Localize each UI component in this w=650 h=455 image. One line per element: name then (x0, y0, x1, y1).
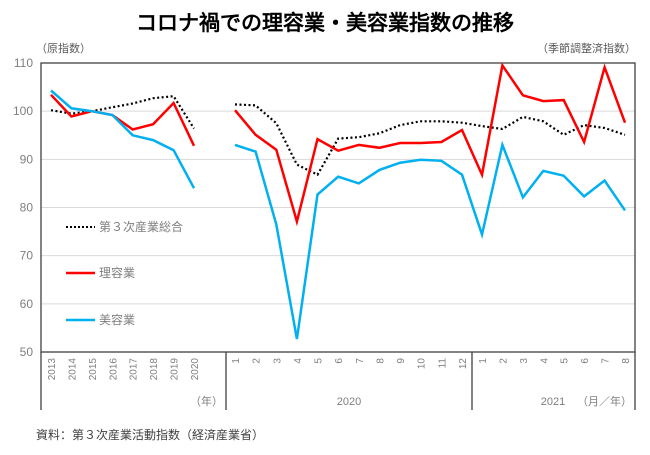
x-tick-label: 7 (355, 358, 366, 364)
x-tick-label: 9 (396, 358, 407, 364)
x-tick-label: 4 (293, 358, 304, 364)
series-lines (50, 62, 627, 340)
plot-frame (40, 62, 636, 410)
series-line (50, 93, 196, 147)
x-tick-label: 5 (560, 358, 571, 364)
x-tick-label: 2017 (129, 358, 140, 381)
x-tick-label: 2013 (47, 358, 58, 381)
x-tick-label: 1 (231, 358, 242, 364)
legend-item-tertiary-industry: 第３次産業総合 (66, 219, 183, 234)
x-tick-label: 6 (334, 358, 345, 364)
x-group-label: 2021 (541, 396, 565, 408)
x-tick-label: 2015 (88, 358, 99, 381)
x-unit-label: （月／年） (577, 394, 632, 408)
left-unit-label: （原指数） (36, 41, 91, 55)
x-tick-label: 4 (539, 358, 550, 364)
chart-title: コロナ禍での理容業・美容業指数の推移 (136, 11, 514, 35)
x-tick-label: 3 (272, 358, 283, 364)
x-tick-label: 8 (621, 358, 632, 364)
legend-item-beauty: 美容業 (66, 312, 135, 327)
legend-item-barber: 理容業 (66, 265, 135, 280)
legend-label: 美容業 (99, 312, 135, 327)
y-tick-label: 60 (20, 297, 34, 311)
y-axis: 50 60 70 80 90 100 110 (13, 56, 33, 359)
y-tick-label: 80 (20, 201, 34, 215)
series-2 (50, 89, 627, 340)
plot-border (40, 62, 636, 353)
x-tick-label: 2020 (190, 358, 201, 381)
legend-label: 理容業 (99, 265, 135, 280)
legend-label: 第３次産業総合 (99, 219, 183, 234)
x-tick-label: 2 (252, 358, 263, 364)
x-axis: 2013 2014 2015 2016 2017 2018 2019 2020 1 2 3 4 5 6 7 8… (47, 358, 632, 408)
y-tick-label: 70 (20, 249, 34, 263)
series-line (234, 103, 626, 177)
x-tick-label: 2014 (67, 358, 78, 381)
y-tick-label: 100 (13, 104, 33, 118)
x-tick-label: 2019 (170, 358, 181, 381)
series-line (234, 140, 627, 340)
legend: 第３次産業総合 理容業 美容業 (66, 219, 183, 327)
y-tick-label: 110 (14, 56, 33, 70)
x-tick-label: 3 (519, 358, 530, 364)
x-tick-label: 1 (478, 358, 489, 364)
x-tick-label: 11 (437, 358, 448, 369)
series-line (50, 89, 196, 189)
x-tick-label: 5 (314, 358, 325, 364)
x-tick-label: 2018 (149, 358, 160, 381)
x-tick-label: 10 (417, 358, 428, 370)
y-tick-label: 90 (20, 152, 34, 166)
x-tick-label: 12 (458, 358, 469, 370)
x-tick-label: 8 (375, 358, 386, 364)
x-tick-label: 7 (601, 358, 612, 364)
x-unit-label: （年） (190, 394, 223, 408)
x-group-label: 2020 (337, 396, 361, 408)
gridlines (41, 110, 635, 305)
series-line (234, 62, 627, 227)
x-tick-label: 6 (580, 358, 591, 364)
series-1 (50, 62, 627, 227)
x-tick-label: 2 (498, 358, 509, 364)
right-unit-label: （季節調整済指数） (537, 41, 636, 55)
x-tick-label: 2016 (108, 358, 119, 381)
series-0 (50, 95, 626, 177)
source-note: 資料：第３次産業活動指数（経済産業省） (36, 427, 264, 442)
series-line (50, 95, 195, 130)
y-tick-label: 50 (20, 345, 34, 359)
